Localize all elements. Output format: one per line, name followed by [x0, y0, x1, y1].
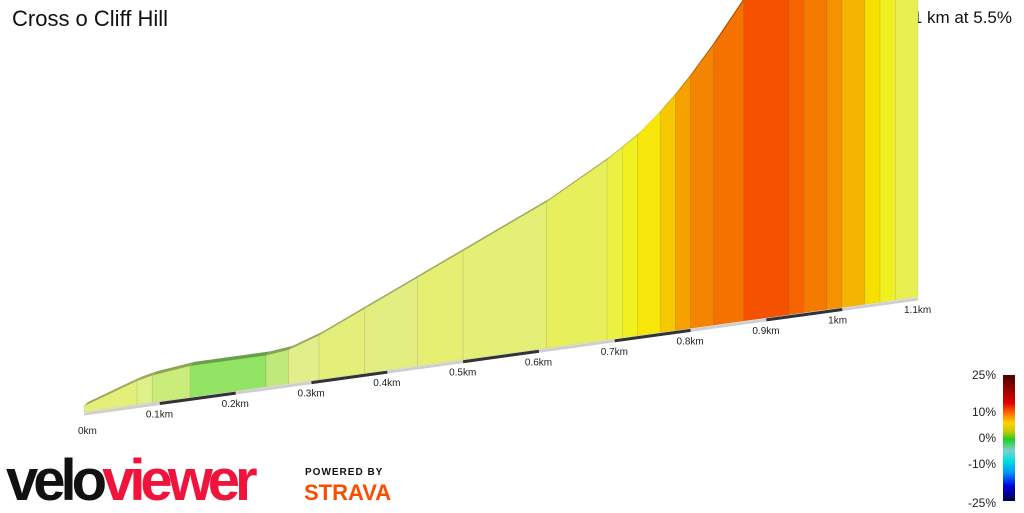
distance-tick-label: 1km	[828, 315, 847, 326]
legend-tick-10: 10%	[971, 405, 996, 419]
gradient-segment	[659, 93, 676, 333]
strava-logo: STRAVA	[304, 480, 392, 505]
gradient-segment	[894, 0, 919, 301]
logo-viewer: viewer	[102, 448, 258, 513]
segment-top-bevel	[713, 0, 745, 44]
gradient-segment	[826, 0, 843, 310]
gradient-segment	[288, 334, 320, 385]
gradient-segment	[788, 0, 805, 316]
segment-top-bevel	[637, 107, 665, 136]
segment-top-bevel	[622, 131, 642, 148]
gradient-color-scale	[1003, 375, 1015, 501]
segment-top-bevel	[137, 371, 157, 381]
gradient-segment	[864, 0, 881, 305]
distance-tick-label: 0.5km	[449, 368, 476, 379]
distance-tick-label: 0.4km	[373, 378, 400, 389]
segment-top-bevel	[265, 345, 293, 356]
gradient-segment	[743, 0, 790, 322]
gradient-legend: 25% 10% 0% -10% -25%	[950, 368, 1024, 512]
gradient-segment	[417, 250, 464, 367]
legend-tick-0: 0%	[978, 431, 996, 445]
gradient-segment	[318, 308, 365, 380]
distance-tick-label: 0.8km	[677, 336, 704, 347]
segment-top-bevel	[417, 246, 468, 278]
legend-tick-neg10: -10%	[967, 457, 996, 471]
distance-tick-label: 0.7km	[601, 347, 628, 358]
gradient-segment	[712, 0, 744, 326]
segment-top-bevel	[152, 361, 195, 376]
powered-by-label: POWERED BY	[305, 467, 384, 478]
gradient-segment	[546, 159, 608, 349]
veloviewer-logo: veloviewer	[6, 452, 258, 510]
segment-top-bevel	[690, 39, 718, 76]
legend-tick-neg25: -25%	[967, 496, 996, 510]
segment-top-bevel	[660, 90, 680, 112]
gradient-segment	[606, 146, 623, 341]
gradient-segment	[637, 110, 661, 337]
distance-tick-label: 0.6km	[525, 357, 552, 368]
distance-tick-label: 0.3km	[297, 389, 324, 400]
segment-top-bevel	[190, 351, 270, 366]
gradient-segment	[879, 0, 896, 303]
distance-tick-label: 0.2km	[222, 399, 249, 410]
profile-top-edge	[84, 0, 745, 406]
segment-top-bevel	[288, 331, 324, 350]
gradient-segments	[83, 0, 919, 413]
distance-tick-label: 1.1km	[904, 305, 931, 316]
segment-top-bevel	[364, 273, 422, 309]
distance-tick-labels: 0km 0.1km 0.2km 0.3km 0.4km 0.5km 0.6km 0.7km 0.…	[78, 305, 931, 437]
segment-summary: 1.1 km at 5.5%	[898, 8, 1012, 27]
segment-top-bevel	[546, 155, 612, 202]
segment-top-bevel	[463, 197, 551, 251]
segment-top-bevel	[675, 71, 695, 95]
distance-tick-label: 0.9km	[752, 326, 779, 337]
distance-tick-label: 0km	[78, 426, 97, 437]
logo-velo: velo	[6, 448, 107, 513]
distance-axis	[83, 297, 919, 416]
gradient-segment	[622, 134, 638, 339]
gradient-segment	[803, 0, 828, 314]
gradient-segment	[265, 349, 290, 388]
legend-tick-25: 25%	[971, 368, 996, 382]
gradient-segment	[690, 42, 714, 329]
segment-top-bevel	[84, 376, 142, 406]
gradient-segment	[675, 74, 691, 331]
segment-title: Cross o Cliff Hill	[12, 6, 169, 31]
segment-top-bevel	[319, 304, 369, 336]
segment-top-bevel	[607, 143, 627, 160]
distance-tick-label: 0.1km	[146, 410, 173, 421]
gradient-segment	[841, 0, 866, 308]
